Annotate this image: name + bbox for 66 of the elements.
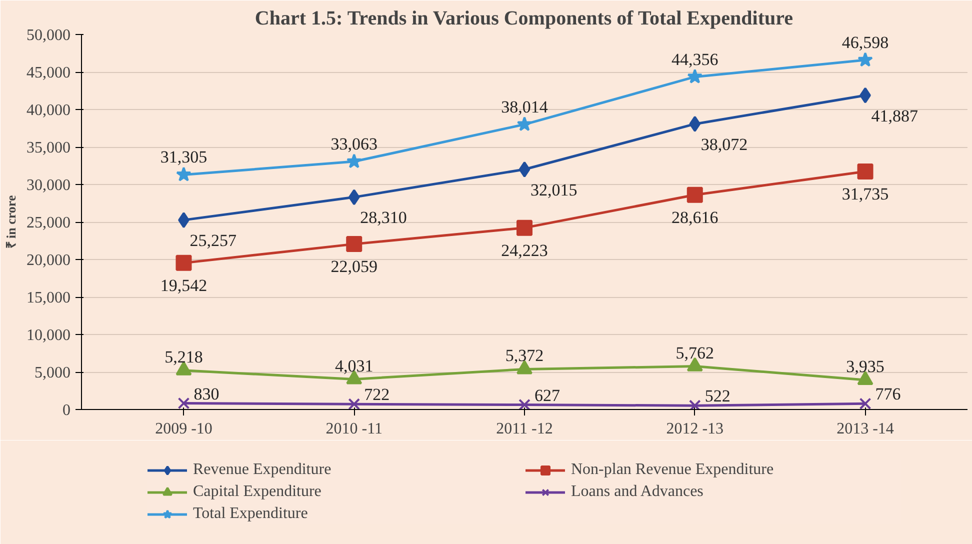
data-label: 22,059 [330,257,378,276]
data-label: 776 [875,384,901,404]
data-label: 24,223 [501,240,548,260]
data-label: 830 [194,384,220,404]
data-label: 3,935 [846,356,884,376]
point [857,163,874,180]
data-label: 5,372 [505,346,544,366]
y-tick-label: 20,000 [26,252,70,269]
point [176,254,192,271]
data-label: 25,257 [190,231,237,250]
chart-title: Chart 1.5: Trends in Various Components of Total Expenditure [254,8,794,30]
data-label: 33,063 [330,134,378,154]
x-tick-label: 2012 -13 [666,420,724,438]
y-tick-label: 5,000 [34,364,70,382]
y-tick-label: 15,000 [26,290,70,306]
data-label: 522 [704,386,730,406]
x-tick-label: 2013 -14 [836,420,894,438]
point [348,189,360,206]
point [518,161,530,178]
data-label: 32,015 [530,180,578,200]
point [346,236,362,252]
point [688,400,701,410]
y-tick-label: 45,000 [26,64,70,82]
data-label: 19,542 [160,276,208,295]
x-tick-label: 2010 -11 [326,420,382,438]
point [176,166,192,182]
legend-label: Total Expenditure [193,505,309,523]
data-label: 31,305 [160,148,208,167]
point [346,154,362,168]
data-label: 5,762 [676,343,714,362]
data-label: 31,735 [842,184,889,204]
data-label: 41,887 [871,106,919,126]
y-tick-label: 40,000 [26,102,70,119]
y-tick-label: 25,000 [26,214,70,232]
point [687,68,703,84]
data-label: 46,598 [842,33,889,52]
y-axis-title: ₹ in crore [4,195,18,249]
x-tick-label: 2011 -12 [496,420,553,438]
y-tick-label: 50,000 [26,27,70,44]
data-label: 38,014 [501,97,548,116]
legend-label: Loans and Advances [571,483,704,501]
point [516,116,532,132]
data-label: 4,031 [334,356,374,376]
point [518,398,530,410]
legend-label: Non-plan Revenue Expenditure [571,461,775,479]
y-tick-label: 10,000 [26,327,70,344]
point [348,398,360,410]
data-label: 5,218 [164,347,203,366]
y-tick-label: 0 [62,402,70,419]
data-label: 38,072 [700,134,748,154]
data-label: 28,616 [672,208,718,227]
legend-label: Capital Expenditure [193,483,322,501]
y-tick-label: 30,000 [26,177,70,194]
point [859,398,872,410]
data-label: 28,310 [360,208,407,228]
point [858,52,873,67]
legend-label: Revenue Expenditure [193,461,332,479]
point [686,186,703,203]
point [178,397,190,410]
point [689,116,701,132]
x-tick-label: 2009 -10 [155,420,212,438]
point [516,220,532,236]
y-tick-label: 35,000 [26,140,70,156]
data-label: 44,356 [672,50,718,69]
data-label: 722 [364,385,390,404]
data-label: 627 [534,386,560,405]
